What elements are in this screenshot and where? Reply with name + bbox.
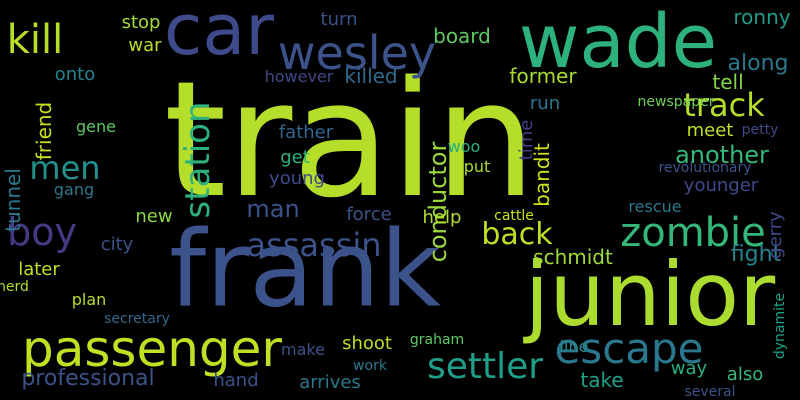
cloud-word-tunnel: tunnel (1, 168, 25, 232)
cloud-word-former: former (509, 64, 577, 88)
cloud-word-young: young (269, 168, 325, 189)
cloud-word-boy: boy (7, 210, 77, 254)
cloud-word-run: run (529, 93, 561, 114)
cloud-word-several: several (684, 384, 736, 400)
cloud-word-professional: professional (21, 366, 155, 391)
cloud-word-war: war (128, 35, 162, 56)
cloud-word-friend: friend (32, 101, 56, 161)
cloud-word-get: get (280, 147, 310, 168)
cloud-word-hand: hand (213, 370, 259, 391)
cloud-word-gene: gene (76, 117, 116, 136)
cloud-word-cattle: cattle (494, 208, 534, 224)
cloud-word-take: take (580, 368, 624, 392)
cloud-word-kill: kill (6, 17, 64, 63)
cloud-word-back: back (481, 217, 553, 252)
cloud-word-petty: petty (741, 122, 779, 138)
cloud-word-track: track (683, 86, 765, 124)
cloud-word-gang: gang (53, 180, 95, 199)
cloud-word-train: train (163, 46, 537, 233)
cloud-word-stop: stop (121, 12, 161, 33)
cloud-word-put: put (463, 157, 491, 176)
cloud-word-arrives: arrives (299, 372, 361, 393)
cloud-word-herd: herd (0, 279, 29, 295)
cloud-word-shoot: shoot (342, 333, 392, 354)
cloud-word-newspaper: newspaper (637, 94, 715, 110)
cloud-word-station: station (178, 101, 218, 219)
cloud-word-woo: woo (447, 137, 481, 156)
cloud-word-revolutionary: revolutionary (658, 160, 752, 176)
cloud-word-frank: frank (169, 208, 441, 331)
cloud-word-time: time (516, 119, 537, 161)
cloud-word-gerry: gerry (765, 211, 786, 259)
cloud-word-work: work (353, 358, 387, 374)
cloud-word-new: new (135, 206, 173, 227)
cloud-word-dynamite: dynamite (772, 292, 788, 360)
cloud-word-city: city (100, 234, 134, 255)
cloud-word-man: man (246, 195, 300, 223)
cloud-word-killed: killed (344, 64, 398, 88)
cloud-word-wade: wade (518, 0, 718, 85)
cloud-word-plan: plan (71, 290, 107, 309)
cloud-word-board: board (433, 24, 491, 48)
cloud-word-younger: younger (683, 175, 759, 196)
cloud-word-onto: onto (54, 64, 96, 85)
cloud-word-rescue: rescue (628, 197, 682, 216)
cloud-word-junior: junior (524, 243, 776, 346)
cloud-word-father: father (278, 122, 334, 143)
cloud-word-assassin: assassin (246, 226, 382, 264)
cloud-word-conductor: conductor (424, 141, 452, 263)
cloud-word-help: help (422, 207, 462, 228)
cloud-word-ronny: ronny (733, 5, 791, 29)
cloud-word-however: however (264, 67, 334, 86)
cloud-word-another: another (675, 141, 769, 169)
cloud-word-force: force (346, 204, 392, 225)
cloud-word-graham: graham (409, 332, 465, 348)
cloud-word-passenger: passenger (22, 320, 282, 378)
cloud-word-zombie: zombie (620, 210, 766, 256)
cloud-word-secretary: secretary (104, 311, 170, 327)
cloud-word-meet: meet (686, 120, 734, 141)
cloud-word-car: car (163, 0, 275, 71)
cloud-word-line: line (559, 337, 589, 356)
cloud-word-schmidt: schmidt (533, 245, 613, 269)
cloud-word-later: later (18, 259, 60, 280)
cloud-word-men: men (29, 149, 101, 187)
cloud-word-turn: turn (320, 9, 358, 30)
cloud-word-way: way (670, 358, 708, 379)
cloud-word-escape: escape (554, 324, 704, 373)
cloud-word-tell: tell (712, 70, 744, 94)
cloud-word-wesley: wesley (277, 26, 437, 80)
cloud-word-along: along (727, 51, 789, 76)
cloud-word-fight: fight (730, 242, 782, 267)
cloud-word-settler: settler (426, 346, 544, 387)
cloud-word-make: make (281, 340, 325, 359)
cloud-word-also: also (726, 364, 764, 385)
